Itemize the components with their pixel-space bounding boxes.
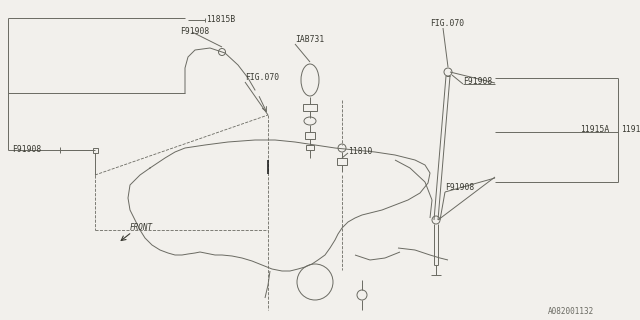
Text: A082001132: A082001132 [548,308,595,316]
Ellipse shape [304,117,316,125]
Text: FIG.070: FIG.070 [245,74,279,83]
Text: FRONT: FRONT [130,223,153,233]
Bar [303,104,317,111]
Text: F91908: F91908 [180,28,209,36]
Text: IAB731: IAB731 [295,36,324,44]
Bar [93,148,97,153]
Text: F91908: F91908 [12,146,41,155]
Bar [306,145,314,150]
Ellipse shape [301,64,319,96]
Text: F91908: F91908 [445,183,474,193]
Bar [305,132,315,139]
Bar [337,158,347,165]
Text: 11915A: 11915A [621,125,640,134]
Text: 11810: 11810 [348,148,372,156]
Text: 11815B: 11815B [206,14,236,23]
Text: 11915A: 11915A [580,125,609,134]
Text: FIG.070: FIG.070 [430,20,464,28]
Text: F91908: F91908 [463,77,492,86]
